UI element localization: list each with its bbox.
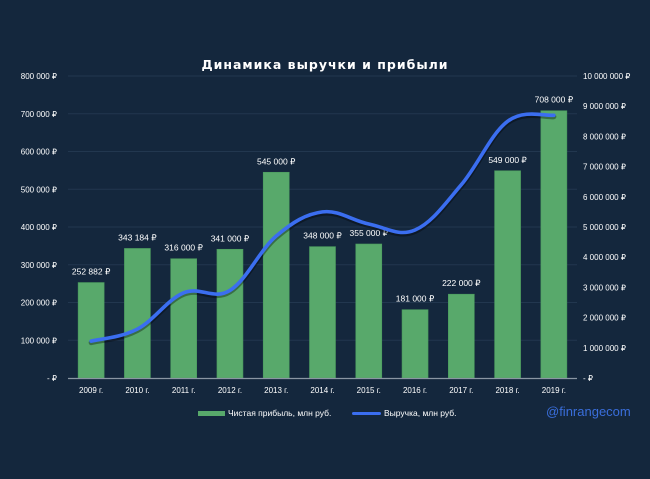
bar-series xyxy=(77,110,568,379)
bar xyxy=(170,258,197,379)
y-left-tick-label: 200 000 ₽ xyxy=(21,299,57,308)
x-tick-label: 2010 г. xyxy=(125,386,149,395)
bar-data-label: 348 000 ₽ xyxy=(303,231,342,241)
legend-swatch-bar xyxy=(198,410,225,416)
y-right-tick-label: 5 000 000 ₽ xyxy=(583,223,626,232)
bar xyxy=(401,309,429,379)
y-right-tick-label: 3 000 000 ₽ xyxy=(583,283,626,292)
legend-swatch-line xyxy=(352,411,381,415)
bar xyxy=(309,246,336,379)
bar xyxy=(77,282,105,379)
y-right-tick-label: 6 000 000 ₽ xyxy=(583,193,626,202)
watermark: @finrangecom xyxy=(546,404,631,419)
x-tick-label: 2009 г. xyxy=(79,386,103,395)
bar-data-label: 549 000 ₽ xyxy=(488,155,527,165)
y-right-tick-label: 1 000 000 ₽ xyxy=(583,344,626,353)
legend-label-profit: Чистая прибыль, млн руб. xyxy=(228,408,332,418)
x-tick-label: 2019 г. xyxy=(542,386,566,395)
bar xyxy=(540,110,568,379)
revenue-line xyxy=(89,112,556,343)
y-right-tick-label: - ₽ xyxy=(583,374,593,383)
y-right-tick-label: 4 000 000 ₽ xyxy=(583,253,626,262)
x-tick-label: 2013 г. xyxy=(264,386,288,395)
y-right-tick-label: 7 000 000 ₽ xyxy=(583,163,626,172)
bar xyxy=(262,171,290,379)
y-right-tick-label: 10 000 000 ₽ xyxy=(583,72,630,81)
y-left-tick-label: 600 000 ₽ xyxy=(21,148,57,157)
x-tick-label: 2014 г. xyxy=(310,386,334,395)
bar-data-label: 343 184 ₽ xyxy=(118,232,157,242)
y-right-tick-label: 2 000 000 ₽ xyxy=(583,314,626,323)
y-left-tick-label: 500 000 ₽ xyxy=(21,185,57,194)
y-right-tick-label: 9 000 000 ₽ xyxy=(583,102,626,111)
bar-data-label: 355 000 ₽ xyxy=(350,228,389,238)
y-axis-left: - ₽ 100 000 ₽ 200 000 ₽ 300 000 ₽ 400 000 ₽ 5… xyxy=(21,72,57,383)
bar-data-label: 181 000 ₽ xyxy=(396,294,435,304)
y-right-tick-label: 8 000 000 ₽ xyxy=(583,132,626,141)
bar xyxy=(448,293,475,379)
y-left-tick-label: 400 000 ₽ xyxy=(21,223,57,232)
bar-data-label: 252 882 ₽ xyxy=(72,267,111,277)
x-tick-label: 2016 г. xyxy=(403,386,427,395)
bar-data-label: 708 000 ₽ xyxy=(535,95,574,105)
bar-data-label: 316 000 ₽ xyxy=(164,243,203,253)
x-tick-label: 2015 г. xyxy=(357,386,381,395)
x-tick-labels: 2009 г. 2010 г. 2011 г. 2012 г. 2013 г. 2014 … xyxy=(79,386,566,395)
y-left-tick-label: 300 000 ₽ xyxy=(21,261,57,270)
x-tick-label: 2018 г. xyxy=(495,386,519,395)
legend: Чистая прибыль, млн руб. Выручка, млн ру… xyxy=(0,408,650,428)
bar-data-label: 545 000 ₽ xyxy=(257,156,296,166)
legend-label-revenue: Выручка, млн руб. xyxy=(384,408,457,418)
x-tick-label: 2017 г. xyxy=(449,386,473,395)
bar xyxy=(216,248,244,379)
legend-item-revenue[interactable]: Выручка, млн руб. xyxy=(352,408,457,418)
bar xyxy=(355,243,383,379)
y-axis-right: - ₽ 1 000 000 ₽ 2 000 000 ₽ 3 000 000 ₽ 4 00… xyxy=(583,72,630,383)
line-series xyxy=(88,112,557,346)
y-left-tick-label: 100 000 ₽ xyxy=(21,336,57,345)
bar xyxy=(124,248,151,379)
bar-data-label: 341 000 ₽ xyxy=(211,233,250,243)
bar xyxy=(494,170,521,379)
bar-data-labels: 252 882 ₽ 343 184 ₽ 316 000 ₽ 341 000 ₽ 545 … xyxy=(72,95,574,304)
x-tick-label: 2011 г. xyxy=(172,386,196,395)
y-left-tick-label: - ₽ xyxy=(47,374,57,383)
y-left-tick-label: 800 000 ₽ xyxy=(21,72,57,81)
y-left-tick-label: 700 000 ₽ xyxy=(21,110,57,119)
x-tick-label: 2012 г. xyxy=(218,386,242,395)
legend-item-profit[interactable]: Чистая прибыль, млн руб. xyxy=(198,408,331,418)
chart-title: Динамика выручки и прибыли xyxy=(201,57,449,72)
bar-data-label: 222 000 ₽ xyxy=(442,278,481,288)
